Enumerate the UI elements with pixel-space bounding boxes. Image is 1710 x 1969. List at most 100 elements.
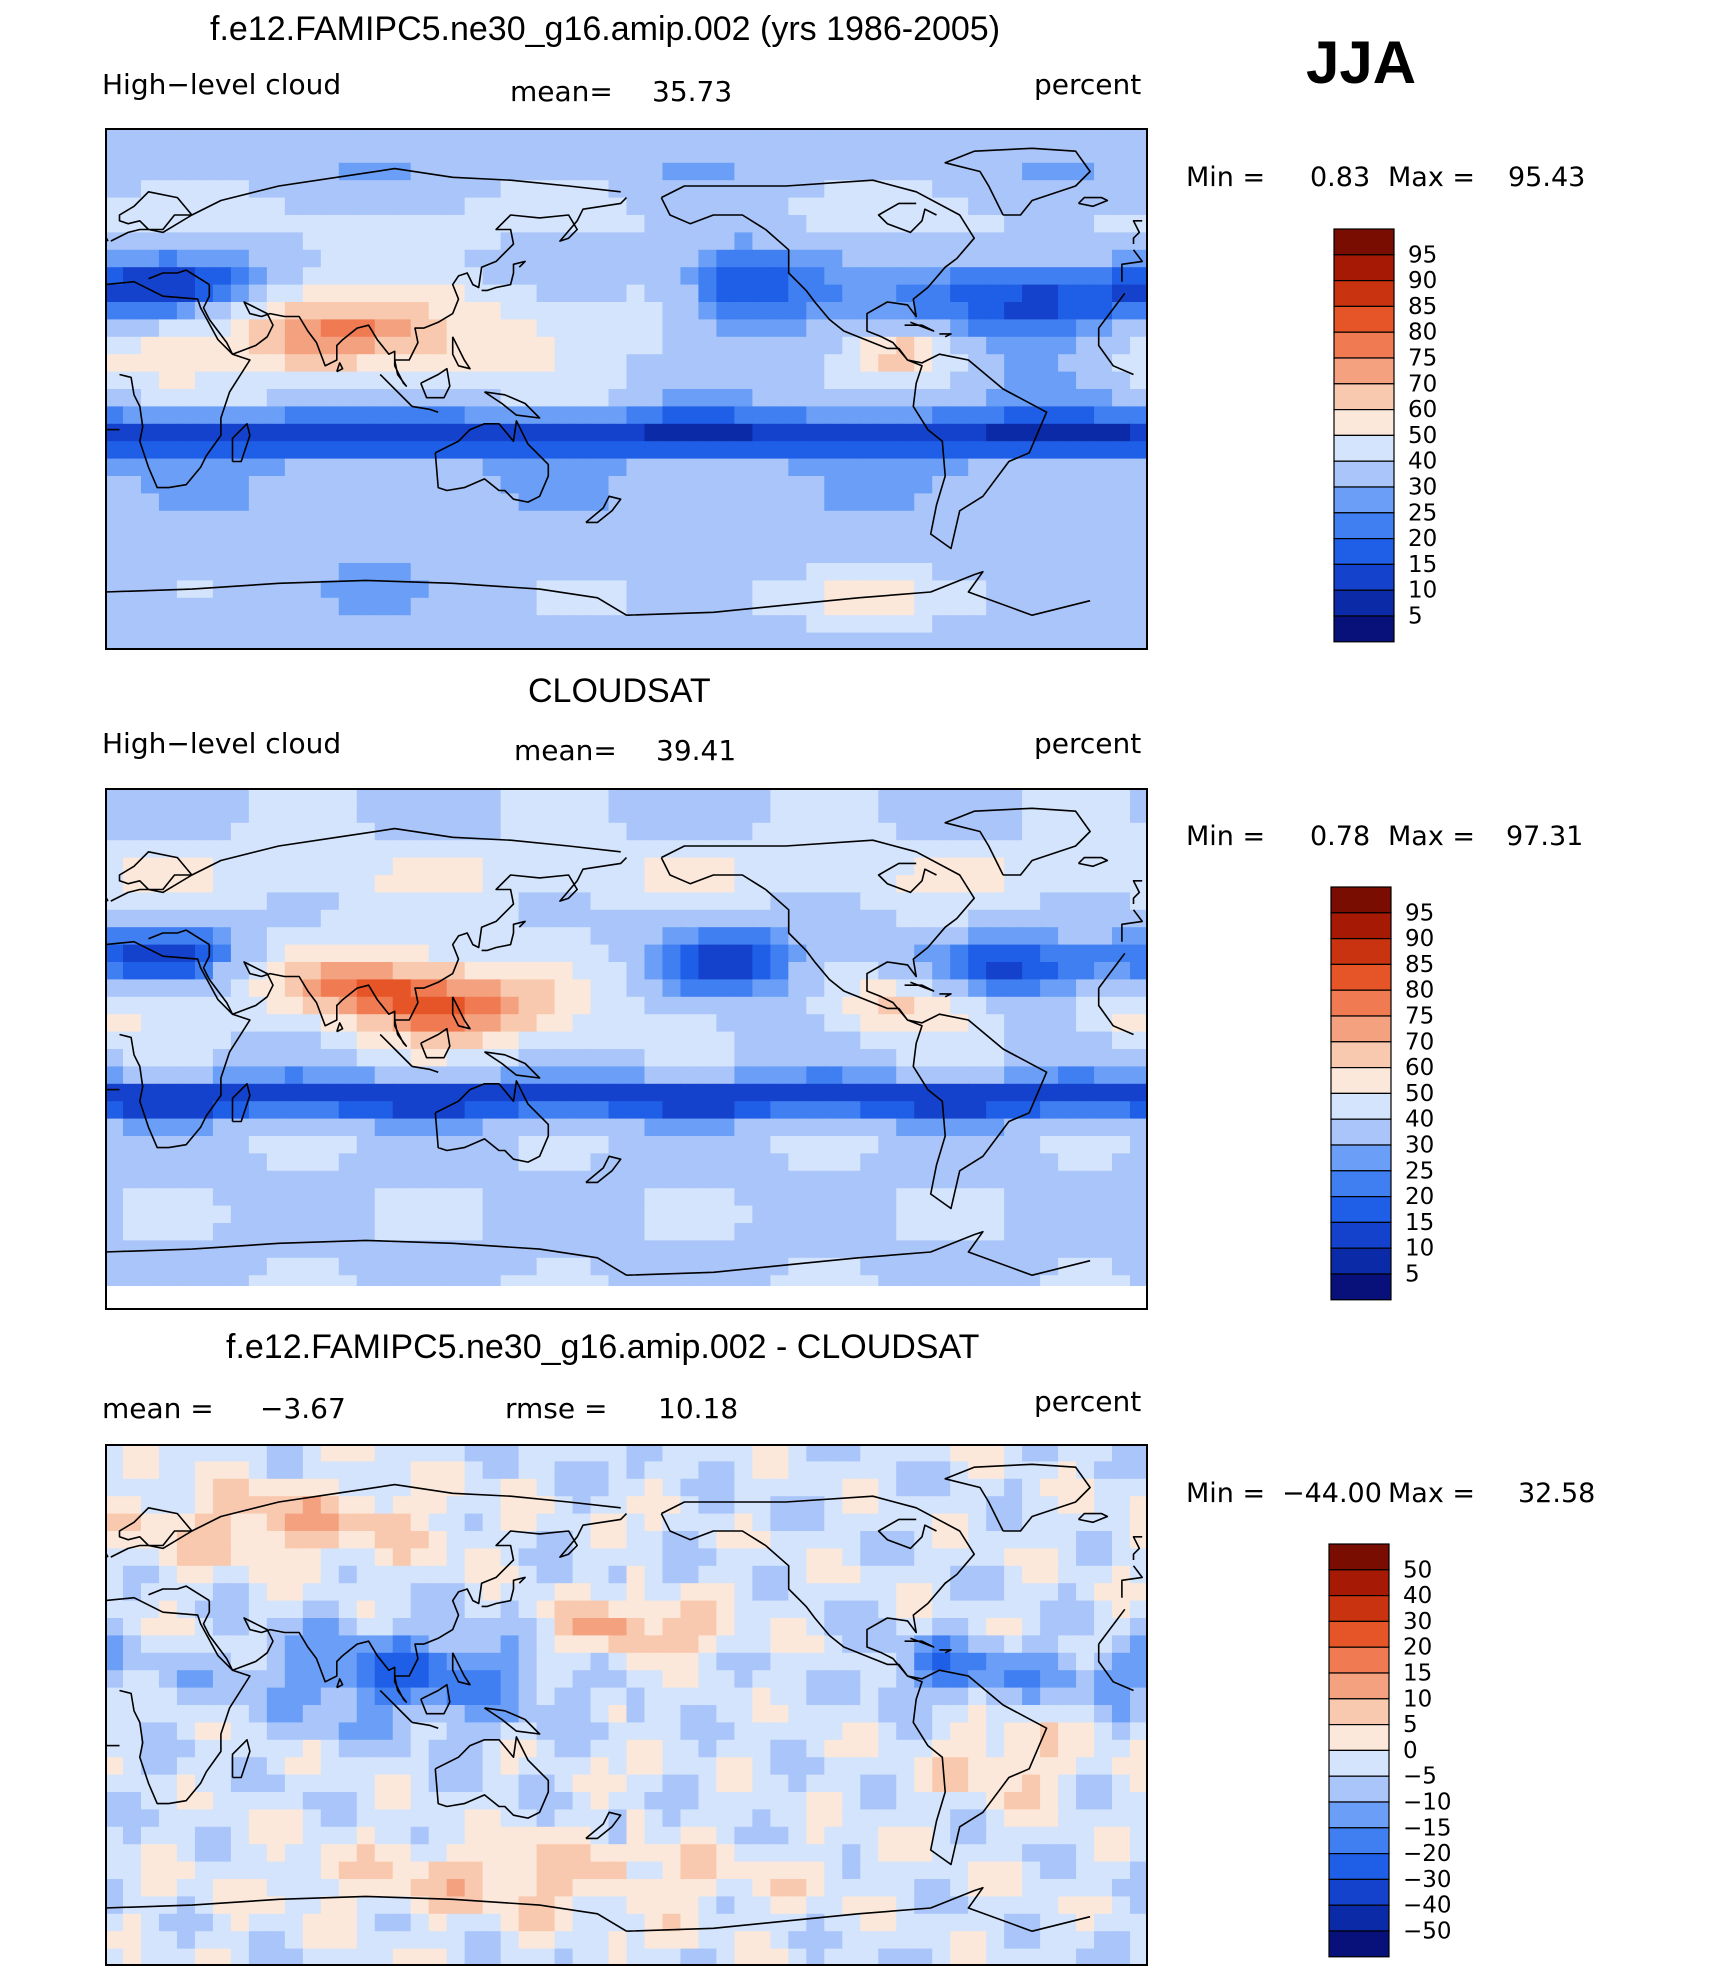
contour-cell <box>194 788 214 806</box>
contour-cell <box>1004 1739 1023 1758</box>
contour-cell <box>968 1031 987 1050</box>
contour-cell <box>752 441 771 460</box>
contour-cell <box>338 180 358 199</box>
contour-cell <box>806 1583 825 1602</box>
contour-cell <box>446 788 466 806</box>
contour-cell <box>356 302 376 320</box>
contour-cell <box>212 284 232 303</box>
contour-cell <box>626 1257 646 1276</box>
contour-cell <box>356 1792 376 1810</box>
contour-cell <box>986 406 1005 425</box>
contour-cell <box>698 128 718 146</box>
contour-cell <box>1040 1583 1059 1602</box>
contour-cell <box>500 1652 520 1671</box>
contour-cell <box>194 615 214 634</box>
contour-cell <box>914 267 933 286</box>
contour-cell <box>284 1600 304 1619</box>
contour-cell <box>878 1618 897 1636</box>
contour-cell <box>716 1188 735 1207</box>
contour-cell <box>518 1031 538 1050</box>
contour-cell <box>392 1136 412 1154</box>
contour-cell <box>1094 1031 1113 1050</box>
contour-cell <box>158 805 178 824</box>
contour-cell <box>734 632 753 650</box>
contour-cell <box>1112 493 1131 512</box>
contour-cell <box>950 371 969 390</box>
contour-cell <box>1022 528 1041 547</box>
contour-cell <box>320 441 340 460</box>
contour-cell <box>1112 805 1131 824</box>
contour-cell <box>1040 1739 1059 1758</box>
contour-cell <box>1094 909 1113 928</box>
contour-cell <box>194 1223 214 1241</box>
contour-cell <box>392 1792 412 1810</box>
contour-cell <box>374 1223 394 1241</box>
contour-cell <box>536 1223 556 1241</box>
contour-cell <box>1112 302 1131 320</box>
contour-cell <box>428 615 448 634</box>
contour-cell <box>986 1618 1005 1636</box>
contour-cell <box>644 927 664 946</box>
contour-cell <box>860 510 879 529</box>
contour-cell <box>626 840 646 859</box>
contour-cell <box>554 249 574 268</box>
contour-cell <box>1040 1188 1059 1207</box>
contour-cell <box>536 788 556 806</box>
contour-cell <box>176 180 196 199</box>
contour-cell <box>1022 1461 1041 1480</box>
contour-cell <box>878 1066 897 1085</box>
contour-cell <box>1094 545 1113 564</box>
contour-cell <box>320 1496 340 1515</box>
contour-cell <box>1130 962 1148 980</box>
contour-cell <box>518 1188 538 1207</box>
contour-cell <box>536 1635 556 1654</box>
contour-cell <box>572 632 592 650</box>
contour-cell <box>572 909 592 928</box>
contour-cell <box>1076 1066 1095 1085</box>
contour-cell <box>105 892 124 911</box>
contour-cell <box>806 423 825 442</box>
contour-cell <box>464 510 484 529</box>
contour-cell <box>1004 493 1023 512</box>
contour-cell <box>122 1792 142 1810</box>
coastline-segment <box>1097 328 1134 376</box>
contour-cell <box>392 476 412 494</box>
contour-cell <box>1112 1136 1131 1154</box>
contour-cell <box>212 1136 232 1154</box>
contour-cell <box>572 1066 592 1085</box>
contour-cell <box>482 1844 502 1863</box>
contour-cell <box>590 563 610 581</box>
contour-cell <box>662 545 682 564</box>
contour-cell <box>1112 892 1131 911</box>
contour-cell <box>140 354 160 373</box>
contour-cell <box>914 1757 933 1776</box>
contour-cell <box>176 1170 196 1189</box>
contour-cell <box>410 528 430 547</box>
contour-cell <box>1076 1170 1095 1189</box>
contour-cell <box>662 580 682 599</box>
contour-cell <box>140 875 160 893</box>
contour-cell <box>410 1531 430 1549</box>
contour-cell <box>212 632 232 650</box>
contour-cell <box>500 145 520 164</box>
contour-cell <box>1076 1618 1095 1636</box>
contour-cell <box>410 1583 430 1602</box>
contour-cell <box>608 944 628 963</box>
contour-cell <box>500 1844 520 1863</box>
contour-cell <box>842 128 861 146</box>
contour-cell <box>1004 284 1023 303</box>
contour-cell <box>140 336 160 355</box>
contour-cell <box>950 1600 969 1619</box>
contour-cell <box>662 632 682 650</box>
contour-cell <box>392 1066 412 1085</box>
contour-cell <box>446 840 466 859</box>
contour-cell <box>1022 1670 1041 1689</box>
contour-cell <box>842 458 861 477</box>
contour-cell <box>1076 1118 1095 1137</box>
colorbar-box <box>1333 460 1395 488</box>
contour-cell <box>500 1223 520 1241</box>
colorbar-box <box>1333 409 1395 437</box>
contour-cell <box>860 909 879 928</box>
contour-cell <box>896 197 915 216</box>
contour-cell <box>338 1496 358 1515</box>
